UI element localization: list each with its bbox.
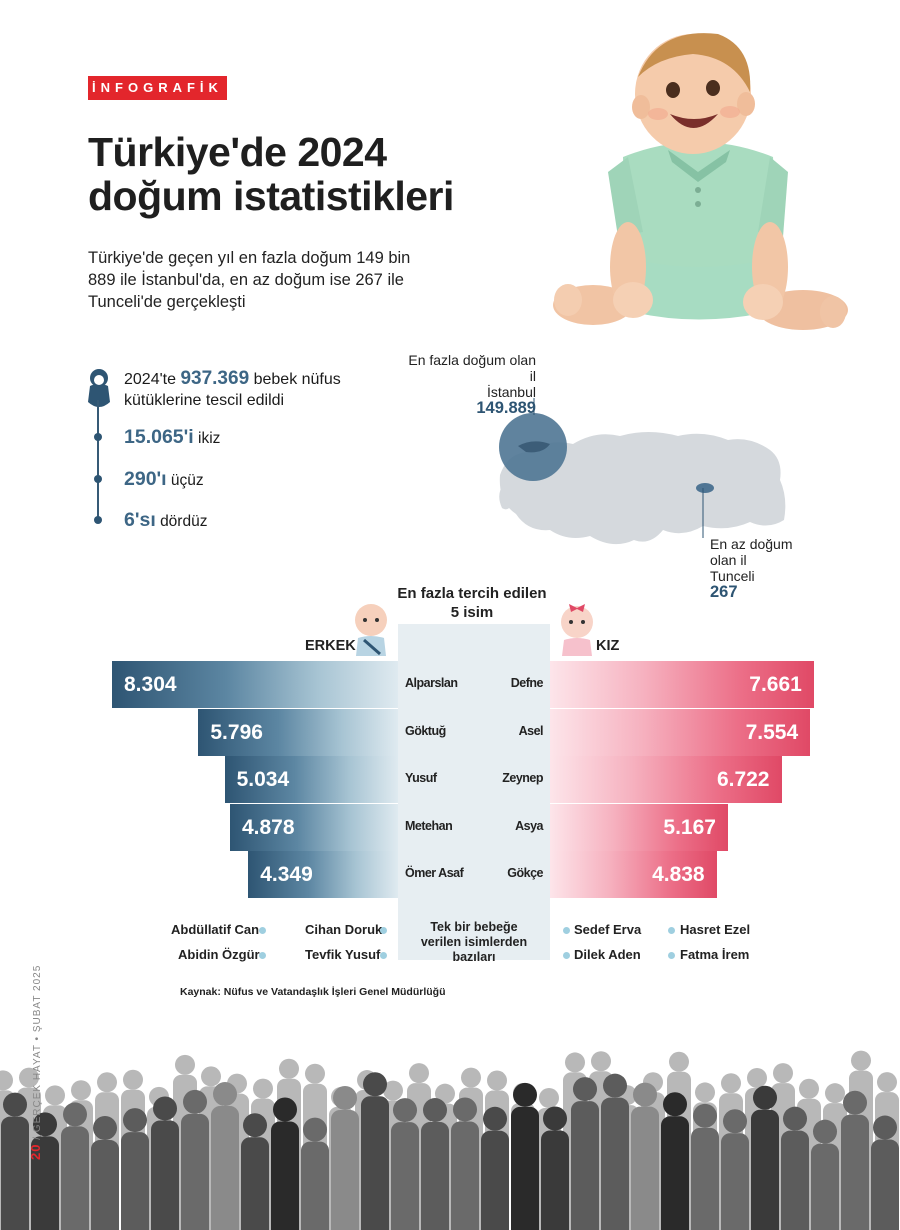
turkey-map (499, 398, 786, 545)
category-tag: İNFOGRAFİK (88, 76, 227, 100)
baby-icon (88, 369, 110, 407)
boy-unique-name: Abdüllatif Can (171, 922, 260, 937)
max-birth-value: 149.889 (476, 399, 536, 417)
boy-unique-name: Abidin Özgür (178, 947, 260, 962)
title-line-1: Türkiye'de 2024 (88, 129, 387, 175)
quads-stat: 6'sı dördüz (124, 509, 207, 532)
page-title: Türkiye'de 2024 doğum istatistikleri (88, 130, 548, 218)
boys-series-label: ERKEK (305, 638, 356, 654)
girls-bar-value: 4.838 (652, 863, 705, 886)
boys-bar: 4.878 (229, 803, 398, 851)
timeline-dot (94, 516, 102, 524)
girls-bar: 7.661 (550, 661, 814, 708)
boys-bar-value: 5.034 (236, 768, 290, 791)
triplets-stat: 290'ı üçüz (124, 468, 204, 491)
girl-baby-icon (561, 604, 593, 656)
boys-bar-value: 5.796 (210, 720, 263, 744)
name-bullet (380, 927, 387, 934)
quads-number: 6'sı (124, 509, 156, 531)
boys-bar: 8.304 (112, 661, 398, 708)
girls-bar-value: 5.167 (663, 815, 716, 839)
girls-bar: 4.838 (550, 851, 717, 898)
name-bullet (563, 927, 570, 934)
page-footer: 20 / GERÇEK HAYAT • ŞUBAT 2025 (28, 964, 43, 1160)
girls-name-label: Gökçe (507, 866, 543, 880)
girls-series-label: KIZ (596, 638, 620, 654)
title-line-2: doğum istatistikleri (88, 173, 454, 219)
boys-bar-value: 4.878 (241, 815, 295, 839)
unique-names-title: Tek bir bebeğe verilen isimlerden bazıla… (420, 920, 528, 964)
baby-photo (553, 33, 848, 330)
total-births-number: 937.369 (180, 368, 250, 389)
boy-unique-name: Tevfik Yusuf (305, 947, 381, 962)
stats-timeline (97, 400, 99, 522)
max-birth-caption: En fazla doğum olan il (408, 352, 536, 384)
girl-unique-name: Fatma İrem (680, 947, 750, 962)
total-births-suffix: bebek nüfus kütüklerine tescil edildi (124, 371, 341, 409)
subtitle: Türkiye'de geçen yıl en fazla doğum 149 … (88, 249, 411, 311)
boys-name-label: Göktuğ (405, 723, 446, 738)
max-birth-city: İstanbul (486, 384, 536, 400)
boys-bar-value: 4.349 (260, 863, 313, 886)
chart-title: En fazla tercih edilen 5 isim (397, 585, 547, 621)
girls-name-label: Asel (518, 723, 544, 738)
name-bullet (563, 952, 570, 959)
source-note: Kaynak: Nüfus ve Vatandaşlık İşleri Gene… (180, 986, 446, 998)
girls-name-label: Defne (510, 676, 544, 690)
timeline-dot (94, 433, 102, 441)
name-bullet (668, 927, 675, 934)
name-bullet (668, 952, 675, 959)
min-birth-city: Tunceli (710, 568, 755, 584)
girl-unique-name: Dilek Aden (574, 947, 641, 962)
triplets-number: 290'ı (124, 468, 167, 490)
boys-name-label: Yusuf (405, 771, 437, 785)
boy-baby-icon (355, 604, 387, 656)
triplets-label: üçüz (170, 472, 204, 489)
timeline-dot (94, 475, 102, 483)
min-birth-caption: En az doğum olan il (710, 536, 793, 568)
issue-date: ŞUBAT 2025 (32, 964, 43, 1033)
boys-bar: 5.796 (198, 708, 398, 756)
twins-label: ikiz (198, 430, 221, 447)
girls-name-label: Asya (515, 818, 543, 833)
min-birth-value: 267 (710, 583, 738, 601)
crowd-illustration (0, 1050, 899, 1230)
girls-bar: 6.722 (550, 756, 782, 803)
boys-bar-value: 8.304 (124, 673, 177, 696)
boys-name-label: Ömer Asaf (405, 866, 464, 880)
girls-bar-value: 7.554 (745, 720, 799, 744)
total-births-prefix: 2024'te (124, 371, 176, 388)
girls-bar-value: 6.722 (716, 768, 770, 791)
min-birth-label: En az doğum olan il Tunceli 267 (710, 536, 805, 600)
max-birth-label: En fazla doğum olan il İstanbul 149.889 (408, 352, 536, 416)
boys-name-label: Alparslan (405, 676, 458, 690)
girl-unique-name: Sedef Erva (574, 922, 642, 937)
girls-bar: 5.167 (550, 803, 728, 851)
name-bullet (259, 952, 266, 959)
girls-bar-value: 7.661 (749, 673, 802, 696)
girl-unique-name: Hasret Ezel (680, 922, 751, 937)
names-center-panel (398, 624, 550, 960)
twins-number: 15.065'i (124, 426, 194, 448)
boys-bar: 4.349 (248, 851, 398, 898)
girls-name-label: Zeynep (502, 771, 543, 785)
boys-bar: 5.034 (224, 756, 398, 803)
boys-name-label: Metehan (405, 818, 453, 833)
twins-stat: 15.065'i ikiz (124, 426, 220, 449)
quads-label: dördüz (160, 513, 208, 530)
magazine-name: GERÇEK HAYAT (32, 1044, 43, 1133)
page-number: 20 (28, 1143, 43, 1160)
girls-bar: 7.554 (550, 708, 811, 756)
boy-unique-name: Cihan Doruk (305, 922, 383, 937)
total-births-stat: 2024'te 937.369 bebek nüfus kütüklerine … (124, 368, 384, 411)
name-bullet (259, 927, 266, 934)
name-bullet (380, 952, 387, 959)
